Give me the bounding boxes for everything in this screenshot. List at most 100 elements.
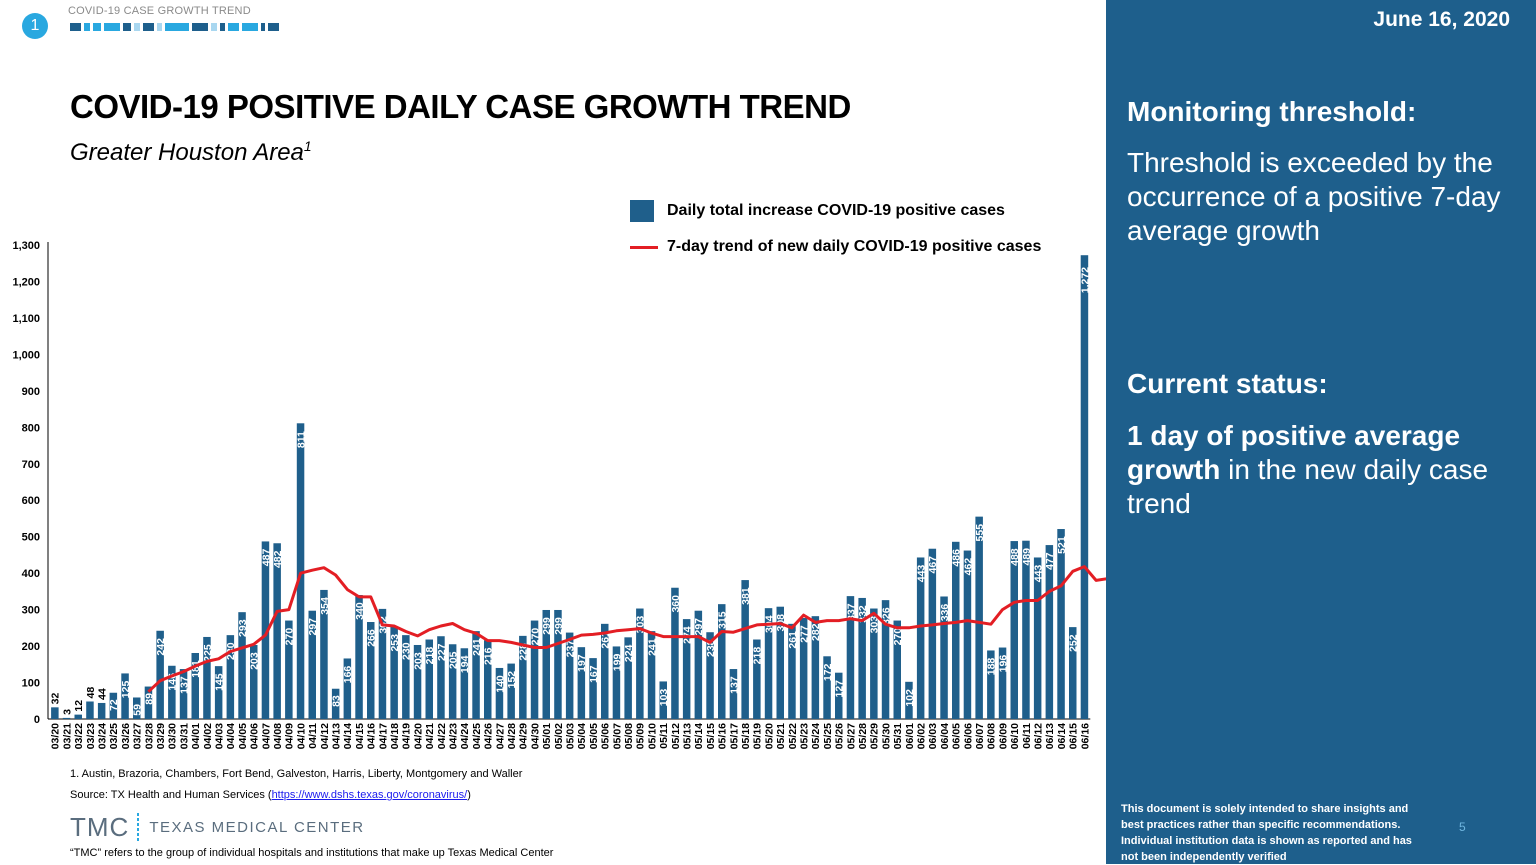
bar xyxy=(706,632,714,719)
x-tick-label: 05/05 xyxy=(588,723,600,749)
bar xyxy=(378,608,387,719)
bar-value-label: 205 xyxy=(447,651,459,669)
bar xyxy=(530,620,539,719)
bar xyxy=(952,541,960,719)
bar xyxy=(484,640,492,719)
x-tick-label: 04/08 xyxy=(272,723,284,749)
bar-value-label: 340 xyxy=(354,602,366,620)
bar-value-label: 216 xyxy=(483,647,495,665)
bar xyxy=(788,623,796,719)
bar xyxy=(273,543,281,719)
bar xyxy=(261,541,270,719)
x-tick-label: 06/13 xyxy=(1044,723,1056,749)
bar-value-label: 270 xyxy=(284,628,296,646)
bar xyxy=(577,647,586,719)
bar xyxy=(764,608,773,719)
x-tick-label: 04/24 xyxy=(459,723,471,749)
bar-value-label: 228 xyxy=(518,643,530,661)
bar xyxy=(718,604,726,719)
bar xyxy=(928,548,937,719)
bar xyxy=(285,620,293,719)
bar xyxy=(694,610,703,719)
x-tick-label: 04/04 xyxy=(225,723,237,749)
bar xyxy=(320,589,328,719)
bar xyxy=(238,612,246,719)
legend-item-trend: 7-day trend of new daily COVID-19 positi… xyxy=(630,234,1041,260)
x-tick-label: 06/06 xyxy=(962,723,974,749)
bar xyxy=(402,635,410,719)
x-tick-label: 05/27 xyxy=(845,723,857,749)
bar-value-label: 203 xyxy=(412,652,424,670)
bar xyxy=(835,672,843,719)
bar xyxy=(671,587,679,719)
bar-value-label: 266 xyxy=(366,629,378,647)
x-tick-label: 04/07 xyxy=(260,723,272,749)
x-tick-label: 04/18 xyxy=(389,723,401,749)
x-tick-label: 04/17 xyxy=(377,723,389,749)
bar xyxy=(940,596,948,719)
bar-value-label: 241 xyxy=(646,638,658,656)
bar-value-label: 315 xyxy=(717,611,729,629)
y-tick-label: 200 xyxy=(22,641,40,653)
y-tick-label: 900 xyxy=(22,386,40,398)
bar-value-label: 252 xyxy=(1068,634,1080,652)
trend-line-swatch-icon xyxy=(630,245,658,249)
bar xyxy=(811,616,820,719)
status-text: 1 day of positive average growth in the … xyxy=(1127,420,1489,519)
x-tick-label: 05/10 xyxy=(646,723,658,749)
source-link[interactable]: https://www.dshs.texas.gov/coronavirus/ xyxy=(271,789,468,801)
x-tick-label: 04/20 xyxy=(412,723,424,749)
x-tick-label: 04/16 xyxy=(366,723,378,749)
status-bold-text: 1 day of positive average growth xyxy=(1127,420,1461,485)
x-tick-label: 04/28 xyxy=(506,723,518,749)
x-tick-label: 04/06 xyxy=(249,723,261,749)
y-tick-label: 600 xyxy=(22,495,40,507)
x-tick-label: 04/14 xyxy=(342,723,354,749)
y-tick-label: 100 xyxy=(22,678,40,690)
bar xyxy=(741,580,749,719)
bar-value-label: 282 xyxy=(810,623,822,641)
y-tick-label: 400 xyxy=(22,568,40,580)
x-tick-label: 03/25 xyxy=(108,723,120,749)
y-tick-label: 1,100 xyxy=(12,313,40,325)
x-tick-label: 04/23 xyxy=(447,723,459,749)
footnote-tmc: “TMC” refers to the group of individual … xyxy=(70,847,554,859)
bar-value-label: 83 xyxy=(330,695,342,707)
bar-value-label: 253 xyxy=(389,634,401,652)
bar-value-label: 203 xyxy=(249,652,261,670)
bar xyxy=(542,609,550,719)
y-tick-label: 1,200 xyxy=(12,276,40,288)
bar xyxy=(624,637,632,719)
bar xyxy=(413,644,422,719)
bar xyxy=(51,707,59,719)
x-tick-label: 06/07 xyxy=(974,723,986,749)
bar xyxy=(1057,529,1065,719)
x-tick-label: 06/01 xyxy=(904,723,916,749)
x-tick-label: 06/15 xyxy=(1068,723,1080,749)
x-tick-label: 05/17 xyxy=(728,723,740,749)
x-tick-label: 03/28 xyxy=(143,723,155,749)
bar-value-label: 462 xyxy=(962,558,974,576)
bar xyxy=(519,635,527,719)
bar-value-label: 218 xyxy=(424,647,436,665)
x-tick-label: 05/26 xyxy=(834,723,846,749)
x-tick-label: 05/21 xyxy=(775,723,787,749)
x-tick-label: 03/23 xyxy=(85,723,97,749)
bar-value-label: 488 xyxy=(1009,548,1021,566)
bar-value-label: 218 xyxy=(752,647,764,665)
bar xyxy=(846,596,855,719)
x-tick-label: 05/18 xyxy=(740,723,752,749)
tmc-logo-divider xyxy=(137,812,140,843)
x-tick-label: 04/10 xyxy=(295,723,307,749)
bar-value-label: 59 xyxy=(132,704,144,716)
bar-value-label: 293 xyxy=(237,619,249,637)
bar-value-label: 360 xyxy=(670,595,682,613)
x-tick-label: 05/08 xyxy=(623,723,635,749)
page-subtitle: Greater Houston Area1 xyxy=(70,138,312,166)
bar-value-label: 224 xyxy=(623,644,635,662)
x-tick-label: 04/02 xyxy=(202,723,214,749)
bar-value-label: 277 xyxy=(798,625,810,643)
bar-value-label: 297 xyxy=(307,618,319,636)
bar xyxy=(1045,545,1054,719)
x-tick-label: 03/27 xyxy=(132,723,144,749)
